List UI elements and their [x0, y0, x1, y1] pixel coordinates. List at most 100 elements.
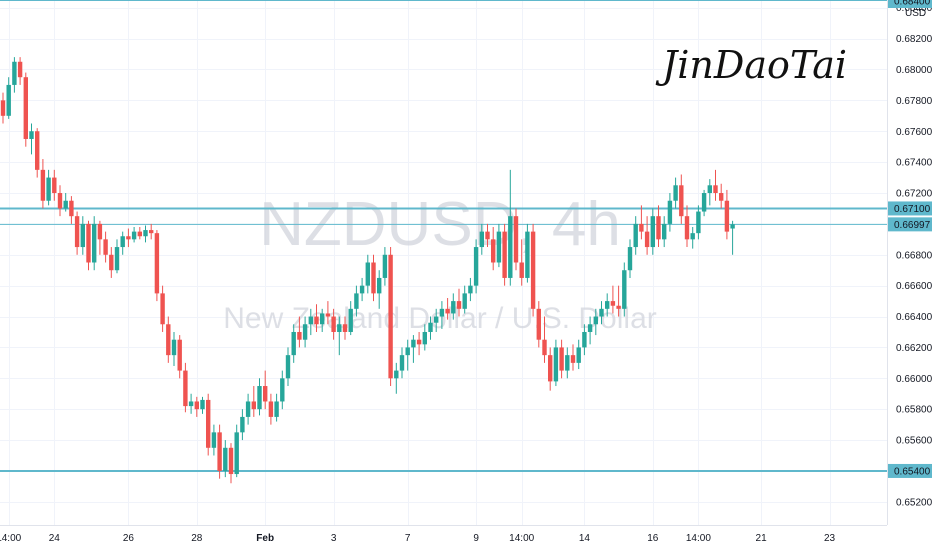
candle-body [667, 200, 673, 224]
candle [365, 254, 370, 294]
candle-body [280, 378, 285, 402]
candle-body [388, 254, 393, 379]
candle-body [194, 401, 199, 410]
candle [80, 216, 85, 255]
candle-body [371, 262, 376, 294]
time-axis[interactable] [0, 525, 932, 550]
candle-body [422, 331, 427, 345]
candle [696, 205, 701, 240]
candle-body [616, 305, 621, 309]
candle-body [337, 324, 342, 332]
candle-body [713, 185, 718, 194]
candle [679, 174, 684, 224]
candle [46, 169, 51, 206]
candle-body [177, 339, 182, 371]
candle [422, 324, 427, 351]
price-tick-label: 0.65600 [896, 436, 932, 447]
candle-body [399, 355, 405, 371]
candle-body [576, 347, 581, 363]
candle [536, 301, 541, 348]
price-axis-background [887, 0, 932, 525]
price-level-labels: 0.68400 0.67100 0.65400 0.66997 [888, 0, 932, 478]
candle [342, 316, 348, 340]
candle [194, 396, 199, 417]
candle-body [536, 308, 541, 340]
candle-body [183, 370, 188, 407]
candle-body [662, 223, 667, 240]
candle [582, 324, 587, 356]
candle [388, 247, 393, 387]
price-level-box [888, 217, 932, 232]
candle-body [656, 216, 661, 240]
candle [331, 308, 336, 340]
candle-body [188, 401, 194, 407]
price-axis[interactable]: USD [887, 0, 932, 525]
candle-body [394, 370, 399, 379]
candle [234, 424, 239, 478]
candle [468, 277, 473, 302]
candle [496, 223, 502, 268]
candle-body [519, 262, 524, 278]
price-tick-label: 0.66200 [896, 343, 932, 354]
price-level-text: 0.67100 [894, 204, 931, 215]
price-tick-label: 0.66600 [896, 281, 932, 292]
candle [0, 92, 6, 124]
currency-label: USD [905, 8, 926, 19]
candle-body [234, 432, 239, 475]
time-tick-label: 24 [49, 533, 61, 544]
candle [228, 443, 234, 484]
candle [411, 335, 416, 363]
candle [171, 331, 177, 366]
candle [314, 304, 319, 332]
candle [223, 440, 228, 478]
candle-body [171, 339, 177, 356]
candle-body [468, 285, 473, 294]
horizontal-levels[interactable] [0, 0, 887, 472]
candle [109, 247, 114, 278]
price-tick-label: 0.66400 [896, 312, 932, 323]
candle-body [599, 308, 604, 317]
candle [416, 331, 422, 356]
signature-logo: JinDaoTai [655, 43, 847, 87]
candle [473, 239, 479, 294]
time-tick-labels: 14:00 24 26 28 Feb 3 7 9 14:00 14 16 14:00 21 23 [0, 533, 835, 544]
candle-body [627, 247, 633, 271]
candle-body [302, 324, 308, 340]
time-tick-label: Feb [256, 533, 274, 544]
candle-body [320, 313, 325, 325]
candle [644, 216, 650, 255]
candle-body [359, 285, 365, 294]
candle-body [92, 223, 97, 263]
candle [513, 208, 519, 271]
candle-body [707, 185, 712, 194]
candle [439, 301, 445, 329]
candle-body [143, 230, 148, 237]
candle [451, 293, 456, 320]
candle-body [587, 324, 593, 332]
candle-body [63, 200, 68, 209]
candle-body [6, 84, 11, 116]
candle [188, 393, 194, 414]
candle-body [149, 230, 154, 234]
candle-body [513, 216, 519, 263]
candle [354, 285, 359, 317]
candle-body [57, 193, 63, 209]
candle [684, 205, 690, 248]
candle-body [582, 331, 587, 348]
candle-body [206, 399, 211, 448]
candle-body [439, 308, 445, 317]
candle-body [377, 277, 382, 294]
candle [519, 239, 524, 286]
price-tick-label: 0.67600 [896, 127, 932, 138]
candle [92, 216, 97, 271]
candle-body [308, 316, 313, 325]
candle-body [217, 432, 222, 471]
candle [114, 239, 120, 274]
candle [137, 226, 142, 240]
candle-body [297, 331, 302, 340]
candle-body [605, 301, 610, 309]
candle-body [331, 316, 336, 332]
candle [587, 316, 593, 345]
candle-body [342, 324, 348, 332]
